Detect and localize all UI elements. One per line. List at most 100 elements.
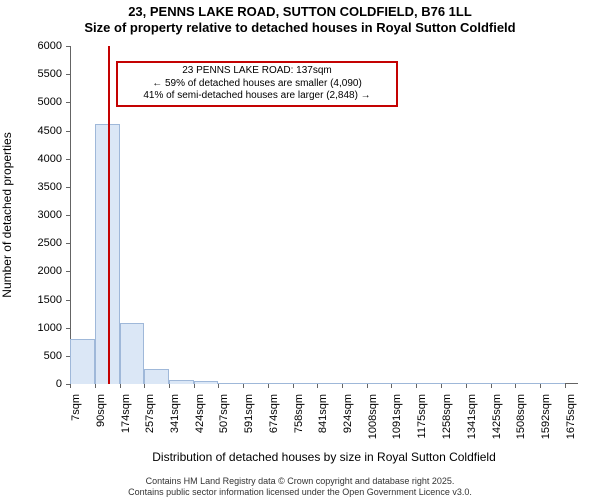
y-tick-label: 1500 bbox=[38, 294, 62, 306]
chart-title: 23, PENNS LAKE ROAD, SUTTON COLDFIELD, B… bbox=[0, 0, 600, 37]
x-tick bbox=[466, 384, 467, 388]
y-tick bbox=[66, 271, 70, 272]
x-tick bbox=[515, 384, 516, 388]
x-tick bbox=[120, 384, 121, 388]
x-tick bbox=[144, 384, 145, 388]
x-tick bbox=[169, 384, 170, 388]
x-tick-label: 1675sqm bbox=[565, 390, 577, 454]
histogram-bar bbox=[268, 383, 293, 384]
x-tick-label: 174sqm bbox=[120, 390, 132, 454]
x-tick-label: 507sqm bbox=[218, 390, 230, 454]
y-tick-label: 1000 bbox=[38, 322, 62, 334]
histogram-bar bbox=[293, 383, 318, 384]
y-tick-label: 5500 bbox=[38, 68, 62, 80]
histogram-bar bbox=[194, 381, 219, 384]
footer-line-2: Contains public sector information licen… bbox=[0, 487, 600, 498]
x-tick bbox=[565, 384, 566, 388]
y-tick bbox=[66, 187, 70, 188]
x-tick-label: 424sqm bbox=[194, 390, 206, 454]
plot-area: 23 PENNS LAKE ROAD: 137sqm ← 59% of deta… bbox=[70, 46, 578, 384]
x-tick-label: 591sqm bbox=[243, 390, 255, 454]
y-tick bbox=[66, 74, 70, 75]
x-tick bbox=[540, 384, 541, 388]
y-tick-label: 4000 bbox=[38, 153, 62, 165]
histogram-bar bbox=[243, 383, 268, 384]
x-tick bbox=[342, 384, 343, 388]
x-tick-label: 1258sqm bbox=[441, 390, 453, 454]
histogram-bar bbox=[441, 383, 466, 384]
footer-line-1: Contains HM Land Registry data © Crown c… bbox=[0, 476, 600, 487]
histogram-bar bbox=[317, 383, 342, 384]
x-tick bbox=[243, 384, 244, 388]
x-tick-label: 758sqm bbox=[293, 390, 305, 454]
histogram-bar bbox=[169, 380, 194, 385]
histogram-bar bbox=[416, 383, 441, 384]
x-tick-label: 1592sqm bbox=[540, 390, 552, 454]
x-tick-label: 1008sqm bbox=[367, 390, 379, 454]
title-line-1: 23, PENNS LAKE ROAD, SUTTON COLDFIELD, B… bbox=[0, 4, 600, 20]
x-tick-label: 90sqm bbox=[95, 390, 107, 454]
x-tick-label: 1091sqm bbox=[391, 390, 403, 454]
x-tick bbox=[95, 384, 96, 388]
x-tick-label: 257sqm bbox=[144, 390, 156, 454]
x-tick bbox=[416, 384, 417, 388]
x-tick bbox=[491, 384, 492, 388]
y-tick-label: 3500 bbox=[38, 181, 62, 193]
y-tick-label: 5000 bbox=[38, 96, 62, 108]
x-tick bbox=[367, 384, 368, 388]
annotation-box: 23 PENNS LAKE ROAD: 137sqm ← 59% of deta… bbox=[116, 61, 398, 107]
y-tick bbox=[66, 102, 70, 103]
y-tick bbox=[66, 243, 70, 244]
histogram-bar bbox=[342, 383, 367, 384]
y-tick bbox=[66, 131, 70, 132]
x-tick bbox=[268, 384, 269, 388]
x-tick bbox=[391, 384, 392, 388]
x-tick bbox=[293, 384, 294, 388]
histogram-bar bbox=[491, 383, 516, 384]
x-tick bbox=[441, 384, 442, 388]
histogram-bar bbox=[367, 383, 392, 384]
x-tick-label: 341sqm bbox=[169, 390, 181, 454]
annotation-line-3: 41% of semi-detached houses are larger (… bbox=[122, 90, 392, 103]
histogram-bar bbox=[540, 383, 565, 384]
x-tick bbox=[218, 384, 219, 388]
y-tick-label: 3000 bbox=[38, 209, 62, 221]
y-tick bbox=[66, 46, 70, 47]
histogram-bar bbox=[120, 323, 145, 384]
y-tick bbox=[66, 300, 70, 301]
y-tick bbox=[66, 215, 70, 216]
x-tick-label: 674sqm bbox=[268, 390, 280, 454]
y-tick-label: 2500 bbox=[38, 237, 62, 249]
histogram-bar bbox=[144, 369, 169, 384]
x-tick bbox=[194, 384, 195, 388]
y-axis-label: Number of detached properties bbox=[0, 132, 14, 297]
annotation-line-2: ← 59% of detached houses are smaller (4,… bbox=[122, 78, 392, 91]
x-tick-label: 924sqm bbox=[342, 390, 354, 454]
y-tick-label: 4500 bbox=[38, 125, 62, 137]
x-tick-label: 7sqm bbox=[70, 390, 82, 454]
x-tick bbox=[70, 384, 71, 388]
chart-container: 23, PENNS LAKE ROAD, SUTTON COLDFIELD, B… bbox=[0, 0, 600, 500]
y-tick-label: 2000 bbox=[38, 265, 62, 277]
title-line-2: Size of property relative to detached ho… bbox=[0, 20, 600, 36]
annotation-line-1: 23 PENNS LAKE ROAD: 137sqm bbox=[122, 65, 392, 78]
x-tick-label: 1175sqm bbox=[416, 390, 428, 454]
x-tick bbox=[317, 384, 318, 388]
y-tick-label: 500 bbox=[44, 350, 62, 362]
histogram-bar bbox=[391, 383, 416, 384]
x-tick-label: 841sqm bbox=[317, 390, 329, 454]
histogram-bar bbox=[218, 383, 243, 384]
x-tick-label: 1425sqm bbox=[491, 390, 503, 454]
y-tick-label: 0 bbox=[56, 378, 62, 390]
histogram-bar bbox=[466, 383, 491, 384]
y-tick bbox=[66, 328, 70, 329]
y-tick bbox=[66, 159, 70, 160]
property-marker-line bbox=[108, 46, 110, 384]
histogram-bar bbox=[70, 339, 95, 384]
y-axis-line bbox=[70, 46, 71, 384]
x-tick-label: 1341sqm bbox=[466, 390, 478, 454]
histogram-bar bbox=[515, 383, 540, 384]
footer: Contains HM Land Registry data © Crown c… bbox=[0, 476, 600, 498]
x-tick-label: 1508sqm bbox=[515, 390, 527, 454]
x-axis-label: Distribution of detached houses by size … bbox=[70, 450, 578, 464]
